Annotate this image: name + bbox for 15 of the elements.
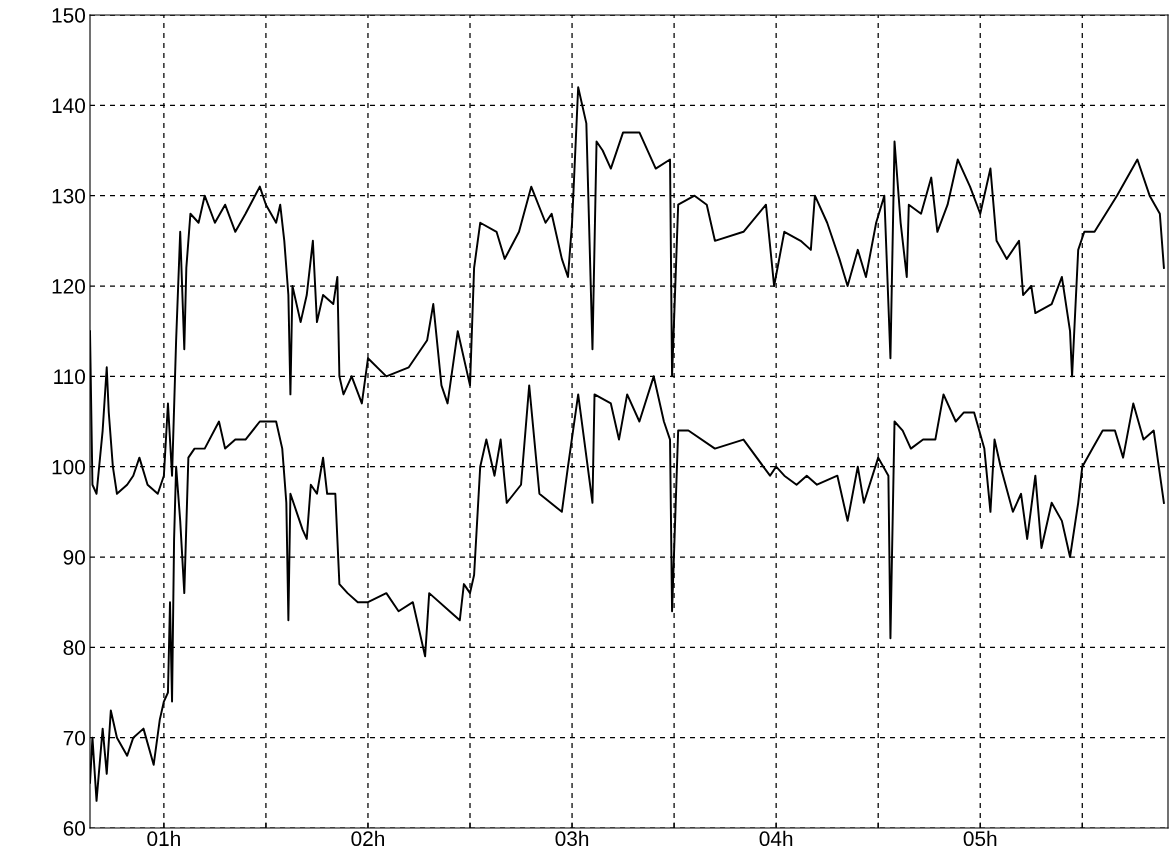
- y-tick-label: 90: [63, 550, 86, 565]
- x-tick-label: 03h: [555, 830, 589, 847]
- x-tick-label: 01h: [147, 830, 180, 847]
- y-tick-label: 80: [63, 640, 86, 656]
- y-tick-label: 140: [52, 98, 86, 114]
- x-tick-label: 04h: [759, 830, 793, 847]
- x-tick-label: 05h: [963, 830, 997, 847]
- y-tick-label: 120: [52, 279, 86, 294]
- y-tick-label: 150: [52, 8, 86, 23]
- y-tick-label: 60: [63, 821, 86, 836]
- y-tick-label: 70: [63, 730, 86, 746]
- y-tick-label: 130: [52, 188, 86, 204]
- y-tick-label: 110: [54, 369, 86, 385]
- y-tick-label: 100: [52, 459, 86, 475]
- x-tick-label: 02h: [351, 830, 384, 847]
